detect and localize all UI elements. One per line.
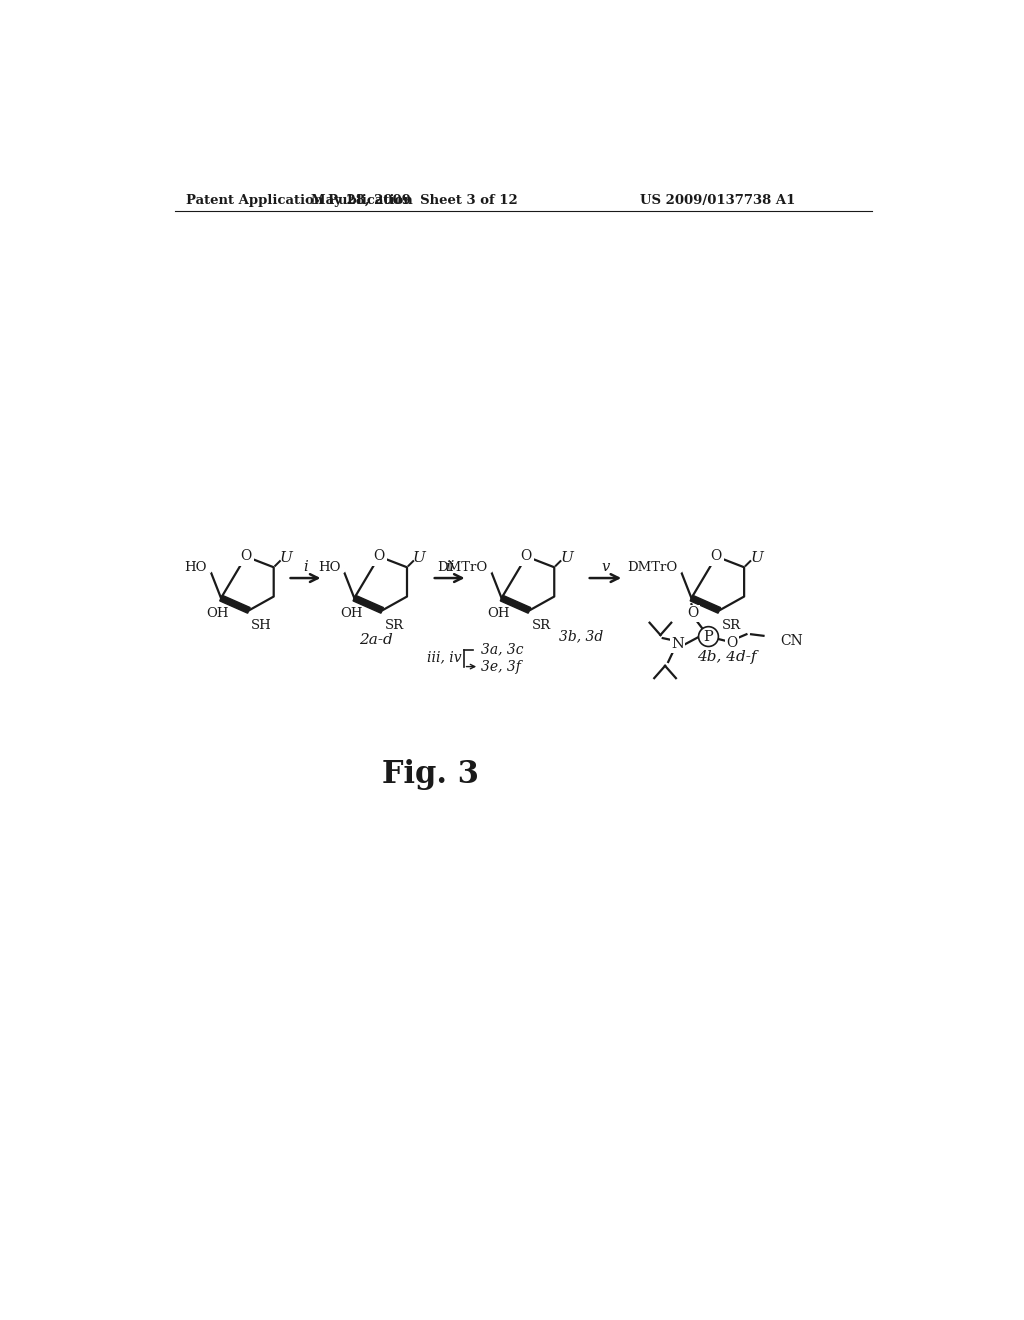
Text: U: U	[751, 550, 763, 565]
Text: ii: ii	[445, 560, 455, 574]
Text: O: O	[726, 636, 737, 649]
Text: May 28, 2009  Sheet 3 of 12: May 28, 2009 Sheet 3 of 12	[311, 194, 518, 207]
Text: 3a, 3c: 3a, 3c	[480, 643, 523, 656]
Text: SR: SR	[385, 619, 404, 632]
Polygon shape	[690, 595, 721, 614]
Text: Fig. 3: Fig. 3	[382, 759, 479, 789]
Text: OH: OH	[487, 607, 510, 620]
Polygon shape	[501, 595, 530, 614]
Text: O: O	[241, 549, 252, 564]
Text: US 2009/0137738 A1: US 2009/0137738 A1	[640, 194, 795, 207]
Text: SR: SR	[532, 619, 551, 632]
Text: O: O	[521, 549, 532, 564]
Text: SR: SR	[722, 619, 741, 632]
Text: Patent Application Publication: Patent Application Publication	[186, 194, 413, 207]
Text: OH: OH	[340, 607, 362, 620]
Text: 3e, 3f: 3e, 3f	[480, 660, 520, 673]
Text: HO: HO	[184, 561, 207, 574]
Polygon shape	[220, 595, 250, 614]
Text: DMTrO: DMTrO	[437, 561, 487, 574]
Text: DMTrO: DMTrO	[628, 561, 678, 574]
Text: U: U	[413, 550, 426, 565]
Text: OH: OH	[207, 607, 229, 620]
Text: 2a-d: 2a-d	[359, 632, 393, 647]
Text: O: O	[687, 606, 698, 620]
Text: P: P	[703, 630, 714, 644]
Text: SH: SH	[251, 619, 271, 632]
Text: U: U	[560, 550, 573, 565]
Text: O: O	[711, 549, 722, 564]
Text: 4b, 4d-f: 4b, 4d-f	[697, 651, 757, 664]
Text: iii, iv: iii, iv	[427, 651, 461, 664]
Polygon shape	[353, 595, 383, 614]
Text: CN: CN	[779, 634, 803, 648]
Text: i: i	[303, 560, 308, 574]
Text: N: N	[671, 638, 684, 651]
Text: 3b, 3d: 3b, 3d	[559, 628, 603, 643]
Text: v: v	[601, 560, 609, 574]
Text: O: O	[374, 549, 385, 564]
Text: HO: HO	[317, 561, 340, 574]
Text: U: U	[280, 550, 293, 565]
